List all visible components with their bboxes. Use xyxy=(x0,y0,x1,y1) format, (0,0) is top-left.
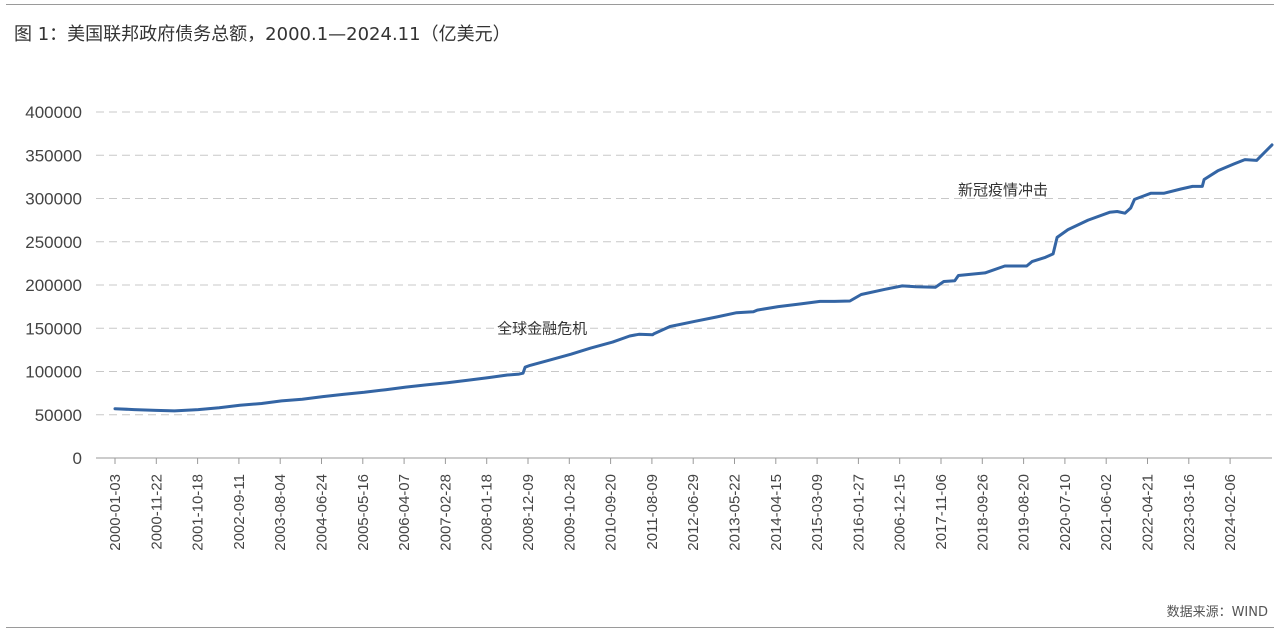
axis-layer: 0 50000 100000 150000 200000 250000 300000 3500… xyxy=(25,103,1272,551)
x-tick-label: 2022-04-21 xyxy=(1140,474,1157,551)
x-tick-label: 2005-05-16 xyxy=(355,474,372,551)
grid-layer xyxy=(96,111,1272,416)
bottom-rule xyxy=(6,627,1274,628)
y-tick-label: 250000 xyxy=(25,233,82,252)
top-rule xyxy=(6,4,1274,5)
y-tick-label: 400000 xyxy=(25,103,82,122)
annotation-layer: 全球金融危机 新冠疫情冲击 xyxy=(497,181,1048,337)
y-tick-label: 150000 xyxy=(25,319,82,338)
annotation-label: 全球金融危机 xyxy=(497,319,587,337)
x-tick-label: 2016-01-27 xyxy=(850,474,867,551)
chart-title: 图 1：美国联邦政府债务总额，2000.1—2024.11（亿美元） xyxy=(14,24,511,45)
x-tick-label: 2001-10-18 xyxy=(190,474,207,551)
x-tick-label: 2002-09-11 xyxy=(231,474,248,550)
x-tick-label: 2003-08-04 xyxy=(272,474,289,551)
x-tick-label: 2021-06-02 xyxy=(1098,474,1115,551)
x-tick-label: 2007-02-28 xyxy=(437,474,454,551)
x-tick-label: 2014-04-15 xyxy=(768,474,785,551)
y-tick-label: 50000 xyxy=(35,406,82,425)
x-tick-label: 2013-05-22 xyxy=(727,474,744,551)
x-tick-label: 2008-01-18 xyxy=(479,474,496,551)
x-tick-label: 2010-09-20 xyxy=(603,474,620,551)
x-tick-label: 2020-07-10 xyxy=(1057,474,1074,551)
series-line xyxy=(113,143,1274,413)
series-layer xyxy=(113,143,1274,413)
x-tick-label: 2019-08-20 xyxy=(1016,474,1033,551)
x-tick-label: 2011-08-09 xyxy=(644,474,661,550)
y-tick-label: 350000 xyxy=(25,146,82,165)
x-tick-label: 2018-09-26 xyxy=(974,474,991,551)
source-note: 数据来源：WIND xyxy=(1166,605,1268,620)
x-tick-label: 2024-02-06 xyxy=(1222,474,1239,551)
x-tick-label: 2023-03-16 xyxy=(1181,474,1198,551)
y-tick-label: 0 xyxy=(73,449,82,468)
y-tick-label: 300000 xyxy=(25,190,82,209)
x-tick-label: 2006-12-15 xyxy=(892,474,909,551)
x-tick-label: 2009-10-28 xyxy=(561,474,578,551)
x-tick-label: 2012-06-29 xyxy=(685,474,702,551)
x-tick-label: 2000-01-03 xyxy=(107,474,124,551)
x-tick-label: 2017-11-06 xyxy=(933,474,950,550)
y-tick-label: 100000 xyxy=(25,363,82,382)
x-tick-label: 2015-03-09 xyxy=(809,474,826,551)
x-tick-label: 2004-06-24 xyxy=(314,474,331,551)
annotation-label: 新冠疫情冲击 xyxy=(958,181,1048,199)
x-tick-label: 2006-04-07 xyxy=(396,474,413,551)
x-tick-label: 2000-11-22 xyxy=(148,474,165,550)
y-tick-label: 200000 xyxy=(25,276,82,295)
x-tick-label: 2008-12-09 xyxy=(520,474,537,551)
